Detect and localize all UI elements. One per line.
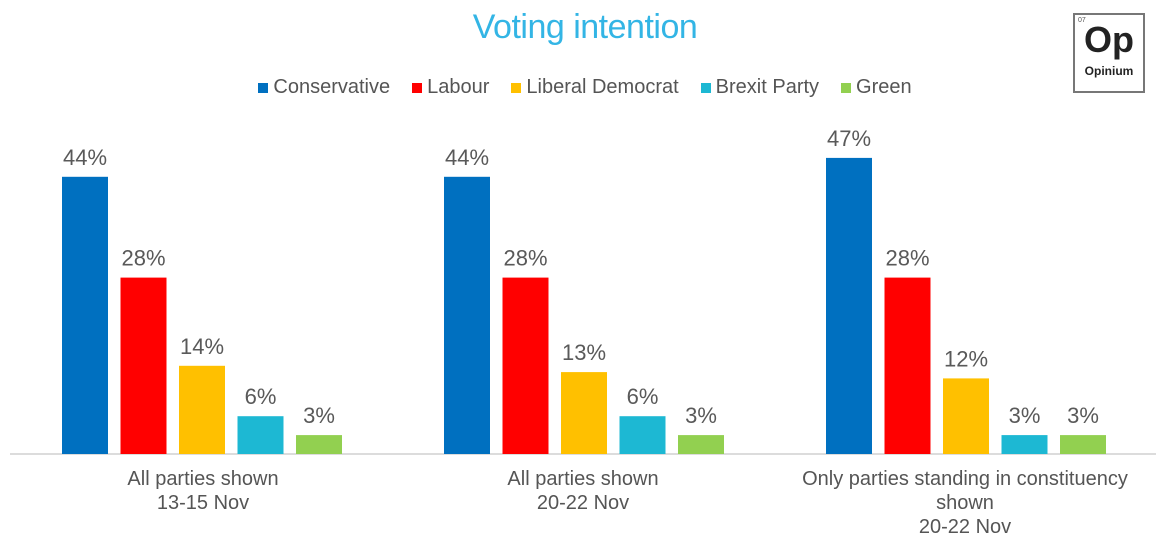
bar: [884, 277, 931, 454]
legend-label: Liberal Democrat: [526, 76, 679, 98]
legend-item: Liberal Democrat: [511, 76, 679, 99]
bar: [120, 277, 167, 454]
logo-number: 07: [1078, 17, 1086, 24]
data-label: 3%: [1067, 403, 1099, 428]
bar: [561, 372, 607, 454]
category-label: Only parties standing in constituency sho…: [775, 467, 1155, 539]
logo-wordmark: Opinium: [1084, 64, 1134, 78]
logo-mark: Op: [1084, 19, 1134, 60]
data-label: 44%: [63, 145, 107, 170]
bar: [1060, 435, 1106, 454]
legend-item: Conservative: [258, 76, 390, 99]
category-label-line: All parties shown: [507, 468, 659, 490]
data-label: 28%: [885, 246, 929, 271]
bar: [619, 416, 666, 454]
legend: Conservative Labour Liberal Democrat Brexit…: [0, 76, 1156, 99]
legend-swatch: [258, 82, 269, 93]
legend-swatch: [412, 82, 423, 93]
data-label: 6%: [627, 384, 659, 409]
data-label: 44%: [445, 145, 489, 170]
category-label-line: 20-22 Nov: [918, 516, 1012, 538]
legend-item: Labour: [412, 76, 489, 99]
data-label: 3%: [303, 403, 335, 428]
data-label: 3%: [685, 403, 717, 428]
category-label-line: All parties shown: [127, 468, 279, 490]
bar: [296, 435, 342, 454]
legend-item: Green: [841, 76, 912, 99]
legend-label: Labour: [427, 76, 490, 98]
data-label: 12%: [944, 346, 988, 371]
bar: [62, 176, 108, 455]
bar: [444, 176, 490, 455]
legend-swatch: [700, 82, 711, 93]
bar: [826, 157, 872, 454]
data-label: 47%: [827, 126, 871, 151]
legend-swatch: [841, 82, 852, 93]
opinium-logo: 07 Op Opinium: [1073, 13, 1145, 93]
category-label-line: shown: [936, 492, 994, 514]
data-label: 13%: [562, 340, 606, 365]
category-label-line: 20-22 Nov: [536, 492, 630, 514]
category-label: All parties shown 13-15 Nov: [13, 467, 393, 515]
data-label: 14%: [180, 334, 224, 359]
legend-label: Green: [856, 76, 912, 98]
legend-item: Brexit Party: [700, 76, 820, 99]
chart-title: Voting intention: [472, 8, 698, 46]
legend-label: Conservative: [273, 76, 391, 98]
category-label-line: Only parties standing in constituency: [802, 468, 1128, 490]
legend-swatch: [511, 82, 522, 93]
data-label: 6%: [245, 384, 277, 409]
data-label: 3%: [1009, 403, 1041, 428]
category-label-line: 13-15 Nov: [156, 492, 250, 514]
bar: [237, 416, 284, 454]
bar: [1001, 435, 1048, 454]
legend-label: Brexit Party: [715, 76, 820, 98]
bar: [502, 277, 549, 454]
bar: [678, 435, 724, 454]
category-label: All parties shown 20-22 Nov: [393, 467, 773, 515]
bar: [179, 365, 225, 454]
data-label: 28%: [503, 246, 547, 271]
bar: [943, 378, 989, 454]
data-label: 28%: [121, 246, 165, 271]
